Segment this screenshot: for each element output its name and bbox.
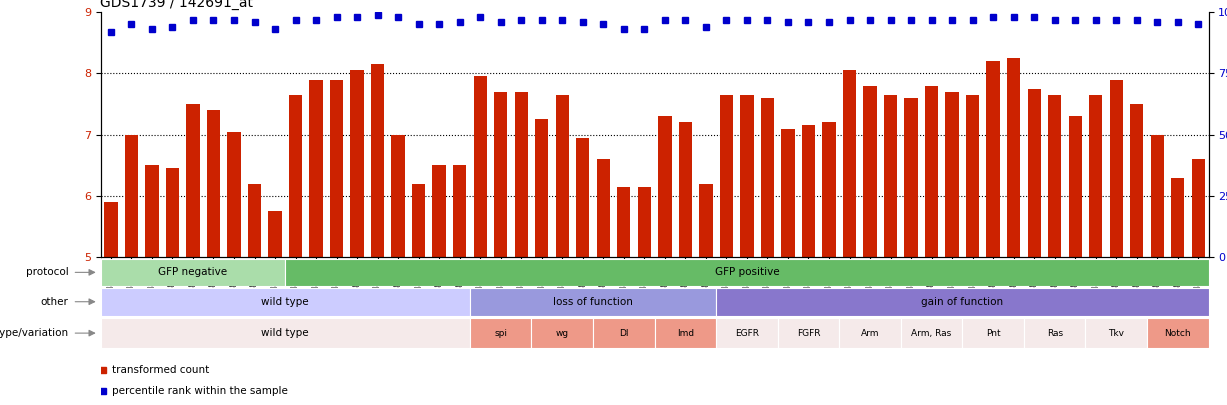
Bar — [535, 119, 548, 257]
Bar — [514, 92, 528, 257]
Bar — [330, 79, 344, 257]
Text: GFP negative: GFP negative — [158, 267, 227, 277]
Bar — [593, 318, 654, 348]
Text: loss of function: loss of function — [553, 297, 633, 307]
Text: gain of function: gain of function — [921, 297, 1004, 307]
Bar — [1069, 116, 1082, 257]
Bar — [104, 202, 118, 257]
Text: Dl: Dl — [620, 328, 628, 338]
Bar — [720, 95, 733, 257]
Bar — [987, 61, 1000, 257]
Bar — [470, 288, 717, 316]
Bar — [1086, 318, 1147, 348]
Bar — [285, 259, 1209, 286]
Bar — [1130, 104, 1144, 257]
Bar — [1151, 134, 1164, 257]
Bar — [1048, 95, 1061, 257]
Bar — [822, 122, 836, 257]
Bar — [269, 211, 282, 257]
Text: Tkv: Tkv — [1108, 328, 1124, 338]
Text: FGFR: FGFR — [796, 328, 820, 338]
Bar — [962, 318, 1023, 348]
Bar — [470, 318, 531, 348]
Bar — [901, 318, 962, 348]
Text: genotype/variation: genotype/variation — [0, 328, 69, 338]
Bar — [288, 95, 302, 257]
Bar — [145, 165, 158, 257]
Bar — [740, 95, 753, 257]
Bar — [1007, 58, 1021, 257]
Bar — [125, 134, 139, 257]
Text: Ras: Ras — [1047, 328, 1063, 338]
Bar — [248, 184, 261, 257]
Bar — [778, 318, 839, 348]
Bar — [717, 288, 1209, 316]
Bar — [679, 122, 692, 257]
Bar — [391, 134, 405, 257]
Bar — [946, 92, 958, 257]
Text: Pnt: Pnt — [985, 328, 1000, 338]
Text: GFP positive: GFP positive — [714, 267, 779, 277]
Bar — [101, 318, 470, 348]
Bar — [638, 187, 652, 257]
Bar — [351, 70, 363, 257]
Text: Arm, Ras: Arm, Ras — [912, 328, 952, 338]
Bar — [801, 126, 815, 257]
Text: other: other — [40, 297, 69, 307]
Text: wild type: wild type — [261, 328, 309, 338]
Bar — [617, 187, 631, 257]
Bar — [1171, 177, 1184, 257]
Bar — [1109, 79, 1123, 257]
Bar — [432, 165, 445, 257]
Bar — [227, 132, 240, 257]
Bar — [412, 184, 426, 257]
Bar — [101, 288, 470, 316]
Text: GDS1739 / 142691_at: GDS1739 / 142691_at — [99, 0, 253, 10]
Bar — [655, 318, 717, 348]
Text: protocol: protocol — [26, 267, 69, 277]
Text: percentile rank within the sample: percentile rank within the sample — [112, 386, 287, 396]
Bar — [453, 165, 466, 257]
Bar — [1191, 159, 1205, 257]
Bar — [966, 95, 979, 257]
Text: Imd: Imd — [677, 328, 694, 338]
Text: EGFR: EGFR — [735, 328, 760, 338]
Bar — [187, 104, 200, 257]
Bar — [904, 98, 918, 257]
Bar — [1027, 89, 1040, 257]
Bar — [761, 98, 774, 257]
Bar — [101, 259, 285, 286]
Bar — [577, 138, 589, 257]
Text: Arm: Arm — [861, 328, 880, 338]
Bar — [531, 318, 593, 348]
Text: transformed count: transformed count — [112, 365, 209, 375]
Bar — [864, 86, 877, 257]
Bar — [658, 116, 671, 257]
Bar — [925, 86, 939, 257]
Bar — [883, 95, 897, 257]
Bar — [1090, 95, 1102, 257]
Bar — [494, 92, 508, 257]
Bar — [596, 159, 610, 257]
Text: wild type: wild type — [261, 297, 309, 307]
Text: Notch: Notch — [1164, 328, 1191, 338]
Bar — [717, 318, 778, 348]
Bar — [699, 184, 713, 257]
Bar — [839, 318, 901, 348]
Bar — [207, 110, 220, 257]
Bar — [782, 128, 795, 257]
Bar — [1023, 318, 1086, 348]
Text: wg: wg — [556, 328, 569, 338]
Bar — [556, 95, 569, 257]
Bar — [1147, 318, 1209, 348]
Bar — [309, 79, 323, 257]
Text: spi: spi — [494, 328, 507, 338]
Bar — [474, 77, 487, 257]
Bar — [371, 64, 384, 257]
Bar — [843, 70, 856, 257]
Bar — [166, 168, 179, 257]
